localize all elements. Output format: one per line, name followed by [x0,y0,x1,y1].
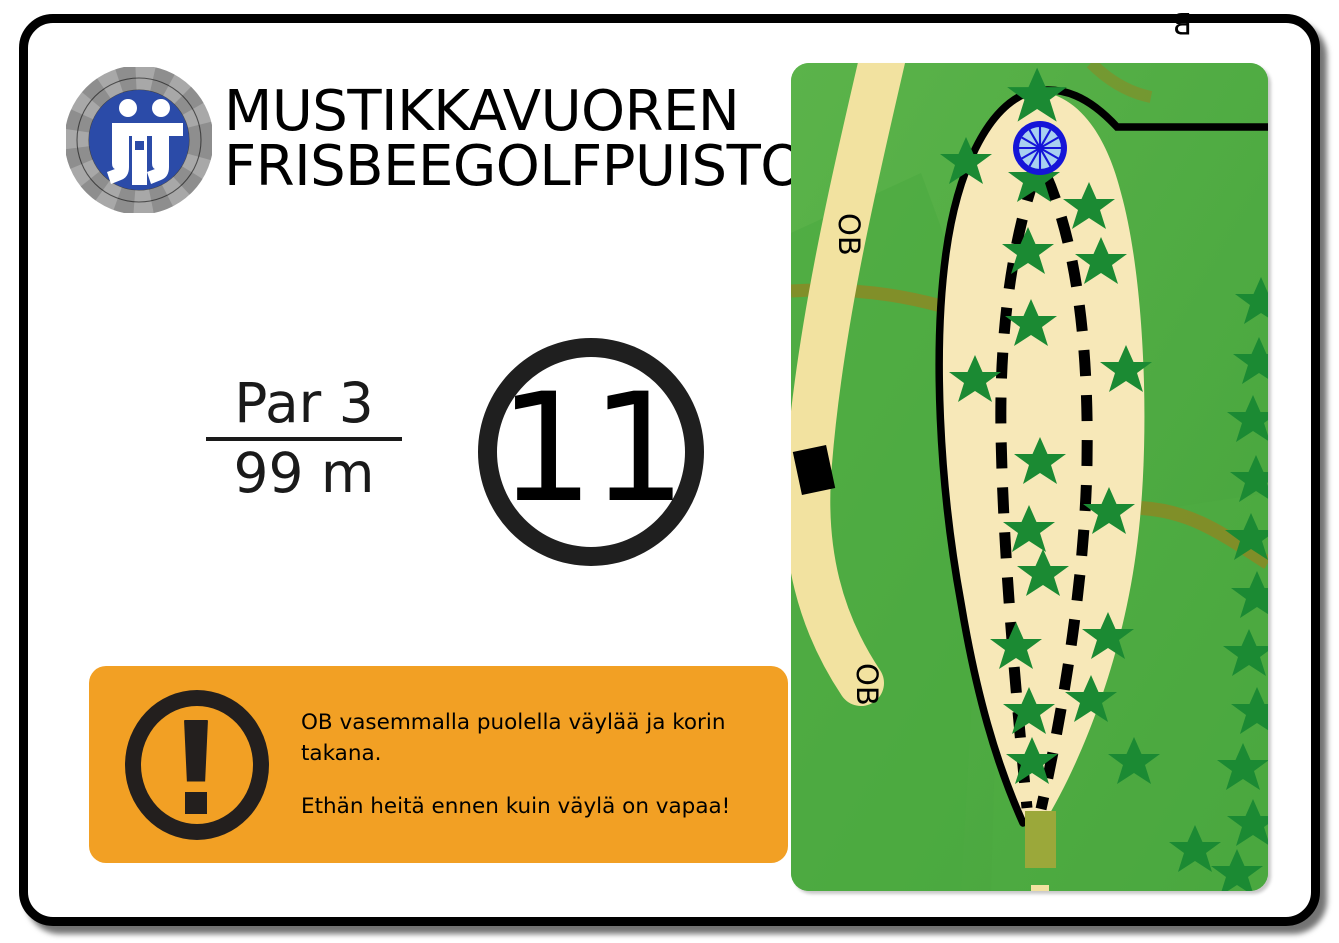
park-title-line-2: FRISBEEGOLFPUISTO [224,133,804,199]
hole-number-badge: 11 [478,338,704,566]
exclamation-bar [184,719,208,782]
warning-line-1: OB vasemmalla puolella väylää ja korin [301,709,726,735]
building-marker [792,444,836,496]
flight-path-right [1035,172,1093,811]
par-distance-block: Par 3 99 m [206,371,402,505]
hole-number: 11 [498,362,687,536]
park-title-line-1: MUSTIKKAVUOREN [224,79,740,144]
warning-box: OB vasemmalla puolella väylää ja korin t… [89,666,788,863]
park-title: MUSTIKKAVUOREN FRISBEEGOLFPUISTO [224,67,804,195]
distance-label: 99 m [233,440,375,505]
flight-path-left [995,174,1041,809]
hole-map [791,63,1268,891]
trail-right [1140,501,1268,569]
disc-golf-basket-marker [1013,121,1067,175]
tee-path-stub [1031,885,1049,891]
ob-label-left-lower: OB [850,663,884,706]
par-label: Par 3 [234,371,374,435]
hole-map-graphic [791,63,1268,891]
exclamation-dot [185,791,207,814]
sign-header: MUSTIKKAVUOREN FRISBEEGOLFPUISTO [66,67,804,213]
exclamation-circle-icon [125,689,269,840]
ob-label-left-upper: OB [832,213,866,256]
warning-spacer [301,769,730,791]
par-divider [206,436,402,441]
rope-emblem-icon [66,67,212,213]
warning-line-2: takana. [301,740,382,766]
ob-label-top-right: B [1172,6,1192,40]
trail-top [1086,63,1153,103]
walking-path [791,63,906,706]
warning-line-3: Ethän heitä ennen kuin väylä on vapaa! [301,794,731,820]
tee-pad-marker [1025,811,1056,868]
warning-text: OB vasemmalla puolella väylää ja korin t… [301,707,730,823]
park-logo [66,67,212,213]
